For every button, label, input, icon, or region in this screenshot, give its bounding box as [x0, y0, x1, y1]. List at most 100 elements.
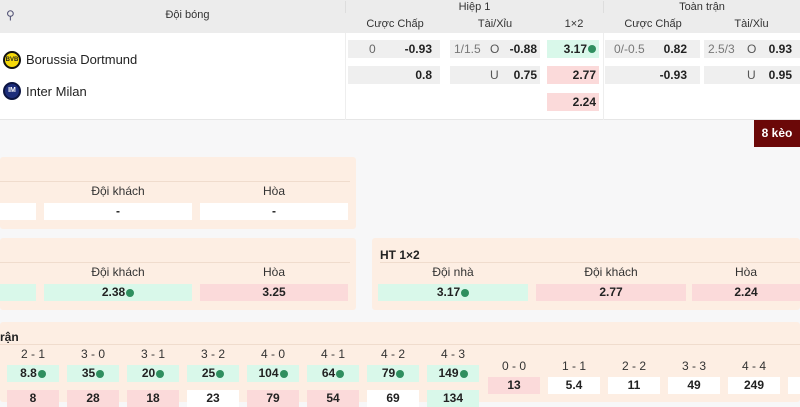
score-odds-cell[interactable]: 249	[728, 377, 780, 394]
odds-value: 49	[687, 378, 701, 392]
odds-value: 3.17	[436, 285, 461, 299]
ft-handicap-cell[interactable]: 0/-0.5 0.82	[605, 40, 700, 58]
correct-score-panel	[0, 322, 800, 402]
odds-cell[interactable]: -	[44, 203, 192, 220]
full-time-header: Toàn trận	[603, 1, 800, 13]
score-odds-cell[interactable]: 134	[427, 390, 479, 407]
odds-value: 23	[206, 391, 220, 405]
score-odds-cell[interactable]: 79	[367, 365, 419, 382]
odds-value: 104	[258, 366, 279, 380]
score-odds-cell[interactable]: 64	[307, 365, 359, 382]
fh-1x2-cell[interactable]: 2.24	[547, 93, 599, 111]
ou-odds: -0.88	[509, 42, 537, 56]
ht-1x2-title: HT 1×2	[380, 248, 420, 262]
handicap-line: 0/-0.5	[614, 42, 645, 56]
fh-ou-cell[interactable]: U 0.75	[450, 66, 540, 84]
away-label: Đội khách	[91, 184, 145, 198]
score-odds-cell[interactable]	[788, 377, 800, 394]
column-divider	[603, 33, 604, 120]
ht-label: Đội nhà	[432, 265, 474, 279]
fh-ou-cell[interactable]: 1/1.5 O -0.88	[450, 40, 540, 58]
fh-1x2-cell[interactable]: 2.77	[547, 66, 599, 84]
fh-handicap-cell[interactable]: 0.8	[348, 66, 440, 84]
divider	[0, 262, 350, 263]
odds-value: 2.24	[734, 285, 758, 299]
ht-label: Đội khách	[584, 265, 638, 279]
odds-cell[interactable]: 2.77	[536, 284, 686, 301]
trend-up-icon	[588, 45, 596, 53]
fh-handicap-cell[interactable]: 0 -0.93	[348, 40, 440, 58]
ou-side: O	[747, 42, 757, 56]
score-odds-cell[interactable]: 25	[187, 365, 239, 382]
score-odds-cell[interactable]: 23	[187, 390, 239, 407]
fh-1x2-cell[interactable]: 3.17	[547, 40, 599, 58]
draw-label: Hòa	[262, 265, 285, 279]
team-column-header: Đội bóng	[165, 9, 210, 21]
score-odds-cell[interactable]: 79	[247, 390, 299, 407]
odds-value: 13	[507, 378, 521, 392]
score-odds-cell[interactable]: 18	[127, 390, 179, 407]
team-name-away[interactable]: Inter Milan	[26, 84, 87, 99]
ft-handicap-cell[interactable]: -0.93	[605, 66, 700, 84]
ou-odds: 0.93	[768, 42, 792, 56]
score-odds-cell[interactable]: 104	[247, 365, 299, 382]
table-header	[0, 0, 800, 33]
odds-cell[interactable]: 2.38	[44, 284, 192, 301]
score-odds-cell[interactable]: 28	[67, 390, 119, 407]
score-label: 2 - 2	[621, 359, 646, 373]
odds-cell[interactable]: -	[200, 203, 348, 220]
ft-handicap-header: Cược Chấp	[624, 18, 682, 30]
column-divider	[345, 33, 346, 120]
odds-value: 28	[86, 391, 100, 405]
team-name-home[interactable]: Borussia Dortmund	[26, 52, 138, 67]
odds-cell[interactable]	[0, 203, 36, 220]
odds-cell[interactable]	[0, 284, 36, 301]
score-odds-cell[interactable]: 13	[488, 377, 540, 394]
draw-label: Hòa	[262, 184, 285, 198]
trend-up-icon	[126, 288, 135, 297]
ht-label: Hòa	[734, 265, 757, 279]
odds-cell[interactable]: 3.25	[200, 284, 348, 301]
score-odds-cell[interactable]: 69	[367, 390, 419, 407]
trend-up-icon	[216, 369, 225, 378]
odds-value: 20	[141, 366, 156, 380]
score-odds-cell[interactable]: 35	[67, 365, 119, 382]
score-odds-cell[interactable]: 54	[307, 390, 359, 407]
odds-value: 249	[743, 378, 765, 392]
trend-up-icon	[37, 369, 46, 378]
odds-value: 8.8	[20, 366, 37, 380]
score-label: 4 - 1	[320, 347, 345, 361]
trend-up-icon	[96, 369, 105, 378]
score-odds-cell[interactable]: 149	[427, 365, 479, 382]
score-odds-cell[interactable]: 49	[668, 377, 720, 394]
odds-value: 8	[29, 391, 37, 405]
more-markets-button[interactable]: 8 kèo	[754, 120, 800, 147]
score-odds-cell[interactable]: 8	[7, 390, 59, 407]
odds-value: 35	[81, 366, 96, 380]
score-label: 2 - 1	[20, 347, 45, 361]
ou-line: 1/1.5	[454, 42, 481, 56]
handicap-line: 0	[369, 42, 376, 56]
score-label: 1 - 1	[561, 359, 586, 373]
divider	[0, 181, 350, 182]
score-label: 3 - 0	[80, 347, 105, 361]
ft-ou-cell[interactable]: 2.5/3 O 0.93	[704, 40, 800, 58]
score-odds-cell[interactable]: 8.8	[7, 365, 59, 382]
ou-line: 2.5/3	[708, 42, 735, 56]
1x2-odds: 2.24	[572, 95, 596, 109]
fh-ou-header: Tài/Xỉu	[477, 18, 513, 30]
trend-up-icon	[461, 288, 470, 297]
ft-ou-cell[interactable]: U 0.95	[704, 66, 800, 84]
score-odds-cell[interactable]: 11	[608, 377, 660, 394]
odds-cell[interactable]: 3.17	[378, 284, 528, 301]
score-label: 0 - 0	[501, 359, 526, 373]
ou-odds: 0.95	[768, 68, 792, 82]
odds-cell[interactable]: 2.24	[692, 284, 800, 301]
score-label: 4 - 0	[260, 347, 285, 361]
trend-up-icon	[396, 369, 405, 378]
score-odds-cell[interactable]: 5.4	[548, 377, 600, 394]
odds-value: 134	[442, 391, 464, 405]
settings-icon[interactable]: ⚲	[6, 8, 15, 22]
score-odds-cell[interactable]: 20	[127, 365, 179, 382]
ou-side: U	[490, 68, 499, 82]
